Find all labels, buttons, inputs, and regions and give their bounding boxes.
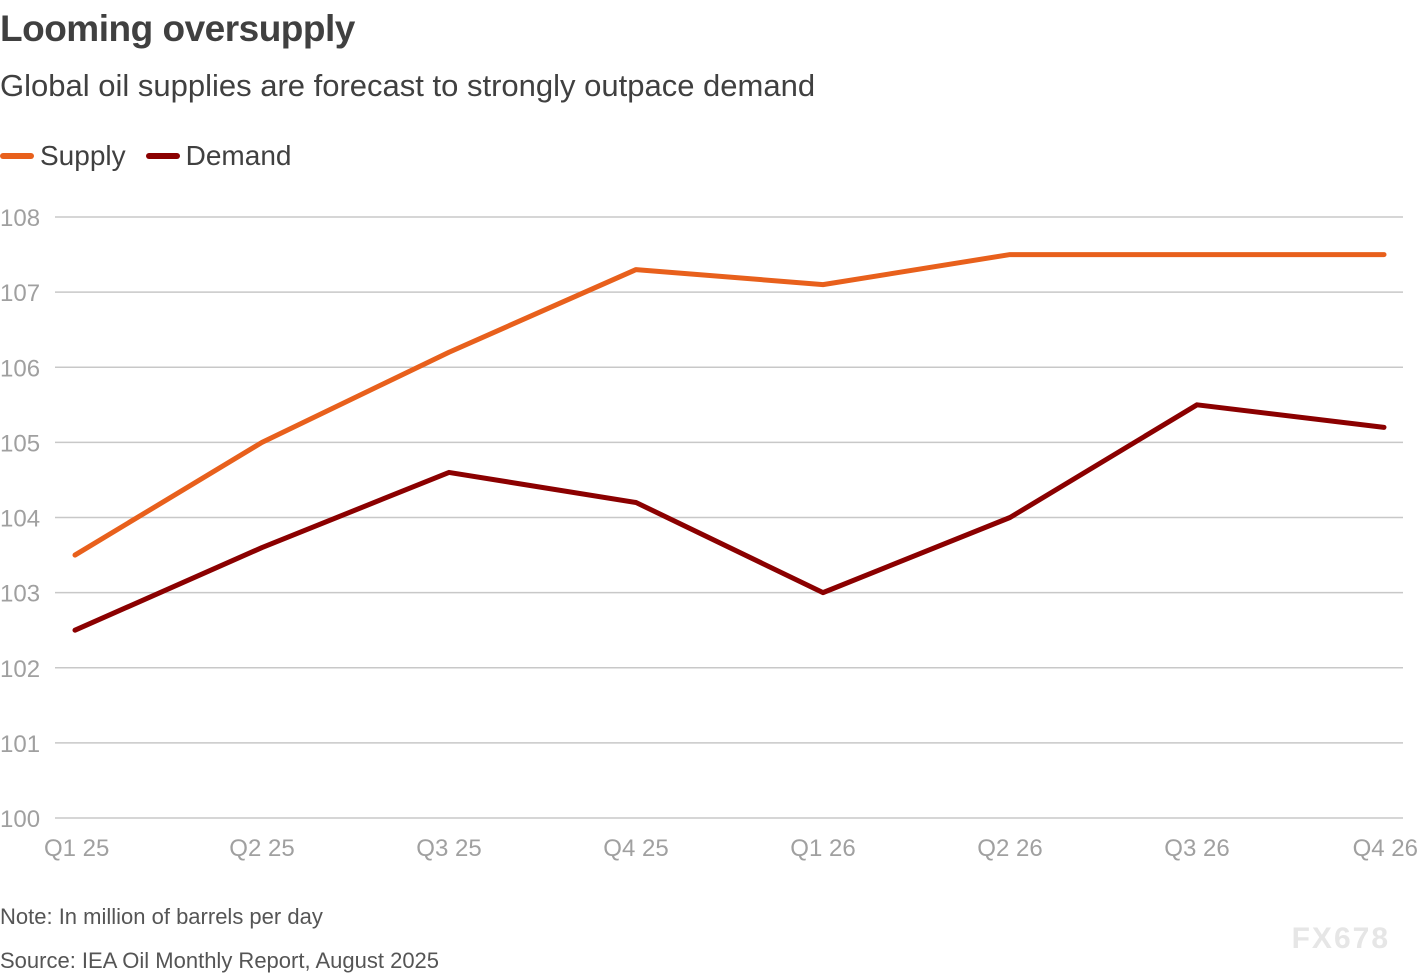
x-tick-label: Q1 26 [790,835,855,862]
x-tick-label: Q2 25 [229,835,294,862]
watermark: FX678 [1291,922,1390,955]
legend-item-demand: Demand [145,140,292,172]
y-tick-label: 100 [0,806,40,833]
x-tick-label: Q2 26 [977,835,1042,862]
legend-item-supply: Supply [0,140,126,172]
series-line-demand [72,402,1387,633]
legend-swatch-demand [145,153,180,159]
y-tick-label: 104 [0,506,40,533]
x-tick-label: Q3 26 [1164,835,1229,862]
y-tick-label: 105 [0,430,40,457]
series-line-supply [72,252,1387,558]
y-tick-label: 107 [0,280,40,307]
legend-label-demand: Demand [185,140,292,171]
x-tick-label: Q4 26 [1353,835,1418,862]
y-tick-label: 101 [0,731,40,758]
chart-subtitle: Global oil supplies are forecast to stro… [0,68,816,103]
y-tick-label: 106 [0,355,40,382]
y-tick-label: 102 [0,656,40,683]
y-tick-label: 108 [0,205,40,232]
x-tick-label: Q1 25 [44,835,109,862]
chart-note: Note: In million of barrels per day [0,904,323,929]
chart-source: Source: IEA Oil Monthly Report, August 2… [0,948,440,973]
x-tick-label: Q4 25 [603,835,668,862]
legend: Supply Demand [0,140,311,172]
y-tick-label: 103 [0,581,40,608]
legend-label-supply: Supply [40,140,126,171]
legend-swatch-supply [0,153,34,159]
x-tick-label: Q3 25 [416,835,481,862]
chart-title: Looming oversupply [0,8,355,49]
